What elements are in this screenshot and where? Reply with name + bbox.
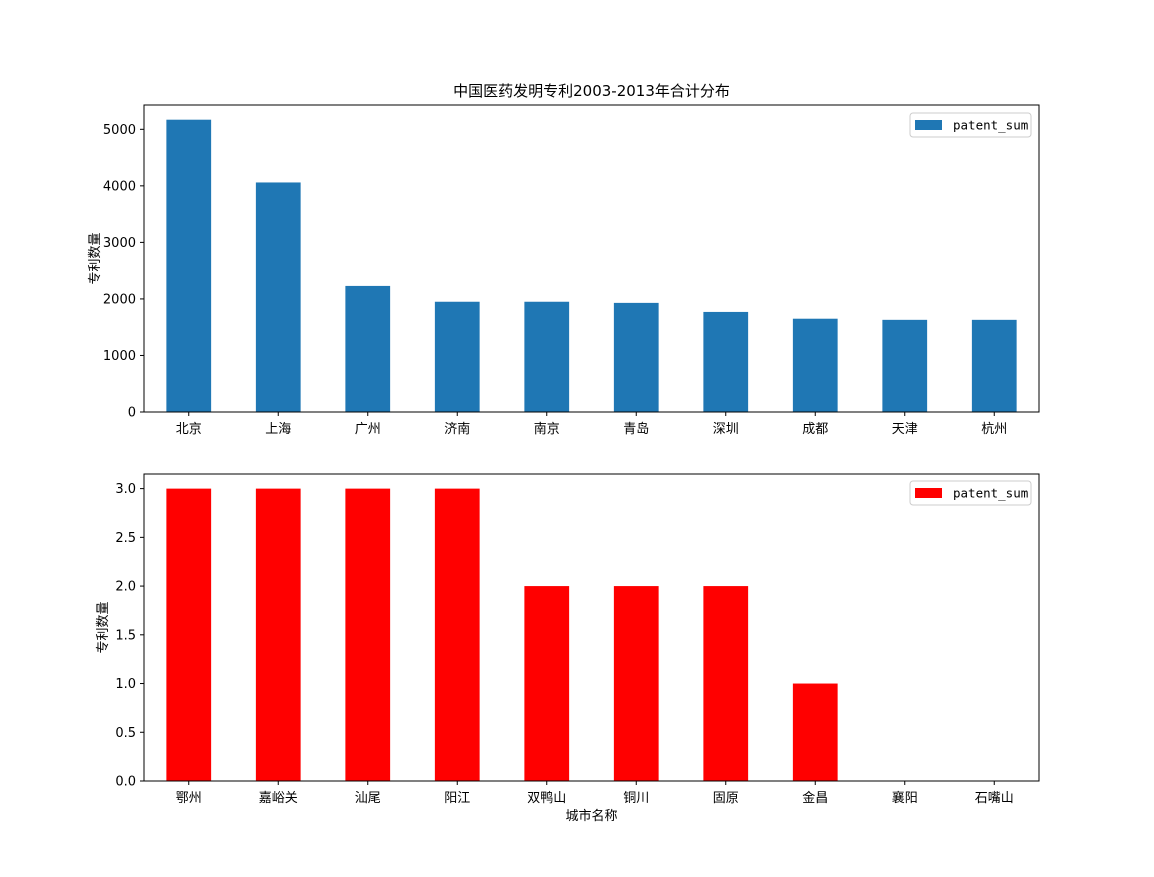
x-tick-label: 石嘴山 <box>975 791 1014 806</box>
bar-5 <box>613 302 659 412</box>
bar-9 <box>971 319 1017 412</box>
bar-8 <box>882 319 928 412</box>
y-tick-label: 1.0 <box>115 677 136 692</box>
x-tick-label: 北京 <box>176 422 202 437</box>
x-tick-label: 深圳 <box>713 422 739 437</box>
bars <box>166 488 838 781</box>
bar-2 <box>345 488 391 781</box>
bar-1 <box>255 182 301 412</box>
bar-6 <box>703 586 749 781</box>
y-tick-label: 2000 <box>103 292 136 307</box>
y-tick-label: 2.0 <box>115 580 136 595</box>
x-axis-label: 城市名称 <box>565 808 617 824</box>
bar-4 <box>524 586 570 781</box>
x-tick-label: 阳江 <box>444 791 470 806</box>
y-tick-label: 0.0 <box>115 775 136 790</box>
bars <box>166 119 1017 412</box>
y-tick-label: 0 <box>128 406 136 421</box>
x-tick-label: 广州 <box>355 422 381 437</box>
x-tick-label: 上海 <box>265 422 291 437</box>
bar-0 <box>166 488 212 781</box>
x-tick-label: 成都 <box>802 422 828 437</box>
bar-5 <box>613 586 659 781</box>
x-tick-label: 金昌 <box>802 790 828 806</box>
bar-3 <box>434 488 480 781</box>
x-tick-label: 鄂州 <box>176 791 202 806</box>
plot-frame <box>143 104 1040 413</box>
x-tick-label: 杭州 <box>981 422 1007 437</box>
y-tick-label: 3000 <box>103 236 136 251</box>
legend-box <box>909 112 1032 138</box>
legend-label: patent_sum <box>953 118 1028 133</box>
bar-4 <box>524 301 570 412</box>
x-tick-label: 南京 <box>534 421 560 437</box>
bar-2 <box>345 285 391 412</box>
bar-7 <box>792 318 838 412</box>
bar-3 <box>434 301 480 412</box>
y-tick-label: 4000 <box>103 179 136 194</box>
legend-label: patent_sum <box>953 486 1028 501</box>
x-tick-label: 天津 <box>892 422 918 437</box>
bar-7 <box>792 683 838 781</box>
bar-0 <box>166 119 212 412</box>
bar-1 <box>255 488 301 781</box>
legend-box <box>909 480 1032 506</box>
x-tick-label: 双鸭山 <box>527 791 566 806</box>
plot-frame <box>143 473 1040 782</box>
x-tick-label: 襄阳 <box>892 790 918 806</box>
x-tick-label: 嘉峪关 <box>259 791 298 806</box>
legend-swatch <box>915 120 942 130</box>
bar-6 <box>703 311 749 412</box>
legend-swatch <box>915 488 942 498</box>
y-tick-label: 1000 <box>103 349 136 364</box>
legend: patent_sum <box>909 112 1032 138</box>
x-tick-label: 济南 <box>444 421 470 437</box>
chart-title: 中国医药发明专利2003-2013年合计分布 <box>453 82 730 100</box>
y-tick-label: 0.5 <box>115 726 136 741</box>
x-tick-label: 汕尾 <box>355 791 381 806</box>
y-tick-label: 2.5 <box>115 531 136 546</box>
y-tick-label: 5000 <box>103 123 136 138</box>
y-tick-label: 1.5 <box>115 628 136 643</box>
y-axis-label: 专利数量 <box>88 232 103 284</box>
x-tick-label: 青岛 <box>623 421 649 437</box>
x-tick-label: 固原 <box>713 791 739 806</box>
legend: patent_sum <box>909 480 1032 506</box>
x-tick-label: 铜川 <box>623 791 649 806</box>
top-chart: 北京 上海 广州 济南 南京 青岛 深圳 成都 天津 杭州 0 1000 2000 3000 4000 500… <box>88 82 1040 437</box>
y-axis-label: 专利数量 <box>96 601 111 653</box>
y-tick-label: 3.0 <box>115 482 136 497</box>
bottom-chart: 鄂州 嘉峪关 汕尾 阳江 双鸭山 铜川 固原 金昌 襄阳 石嘴山 0.0 0.5 1.0 1.5 2.0 2.… <box>96 473 1040 824</box>
